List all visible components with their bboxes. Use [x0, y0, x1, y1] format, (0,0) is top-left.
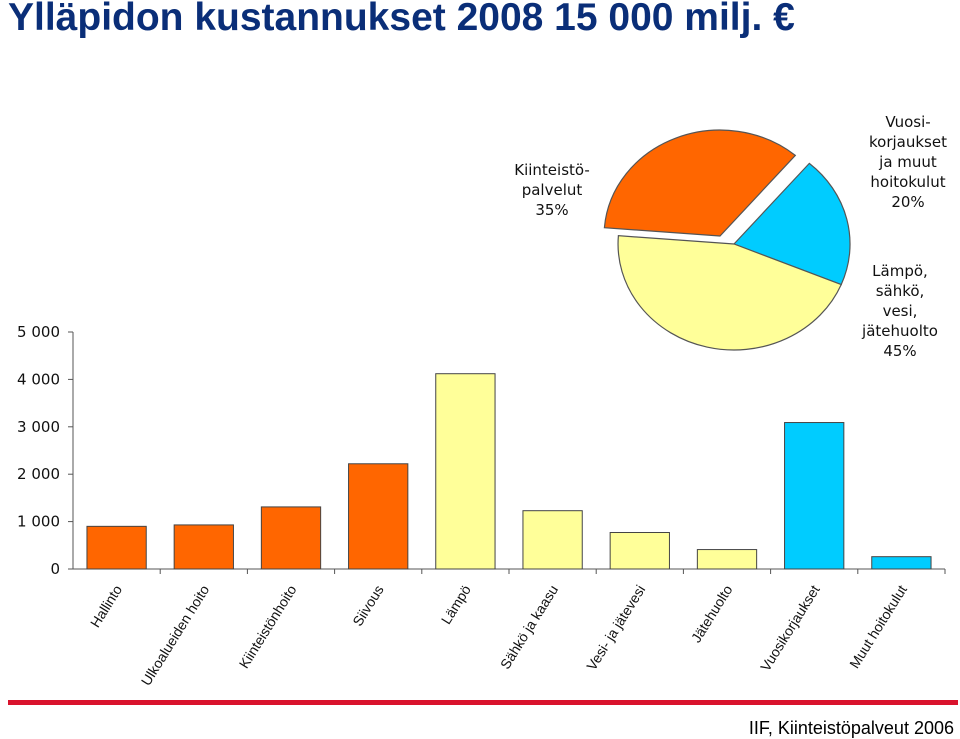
page-title: Ylläpidon kustannukset 2008 15 000 milj.… [8, 0, 795, 39]
x-tick-label: Vesi- ja jätevesi [583, 582, 648, 673]
x-tick-label: Muut hoitokulut [846, 582, 910, 671]
bar [696, 549, 758, 570]
pie-slice-label: Lämpö, sähkö, vesi, jätehuolto 45% [861, 262, 938, 360]
bar [609, 532, 670, 570]
y-tick-label: 2 000 [17, 465, 60, 483]
divider-rule [8, 700, 958, 705]
bar-chart: 0 1 000 2 000 3 000 4 000 5 000 Hallinto Ulkoal… [17, 323, 946, 688]
x-tick-label: Siivous [349, 582, 386, 629]
pie-chart: Kiinteistö-palvelut 35% Vuosi-korjaukset ja… [514, 113, 947, 360]
x-tick-label: Lämpö [438, 582, 474, 627]
y-tick-label: 5 000 [17, 323, 60, 341]
pie-slice-label: Kiinteistö-palvelut 35% [514, 161, 590, 219]
source-note: IIF, Kiinteistöpalveut 2006 [748, 718, 954, 738]
bar [348, 463, 409, 570]
y-tick-label: 0 [50, 560, 60, 578]
pie-slice [732, 162, 851, 286]
x-tick-label: Ulkoalueiden hoito [138, 582, 213, 688]
bar [522, 510, 583, 570]
bar [260, 506, 322, 570]
y-tick-label: 4 000 [17, 370, 60, 388]
x-tick-label: Hallinto [87, 582, 125, 630]
pie-slice [603, 129, 797, 237]
pie-slice [617, 235, 843, 351]
bar [435, 373, 496, 570]
bar [173, 524, 234, 570]
x-tick-label: Vuosikorjaukset [757, 582, 823, 674]
pie-slice-label: Vuosi-korjaukset ja muut hoitokulut 20% [869, 113, 947, 211]
x-tick-label: Jätehuolto [688, 582, 736, 645]
y-tick-label: 3 000 [17, 418, 60, 436]
bar [784, 422, 845, 570]
bar [86, 525, 147, 570]
bar [871, 556, 932, 570]
x-tick-label: Sähkö ja kaasu [497, 582, 561, 672]
y-tick-label: 1 000 [17, 513, 60, 531]
x-tick-label: Kiinteistönhoito [236, 582, 300, 671]
